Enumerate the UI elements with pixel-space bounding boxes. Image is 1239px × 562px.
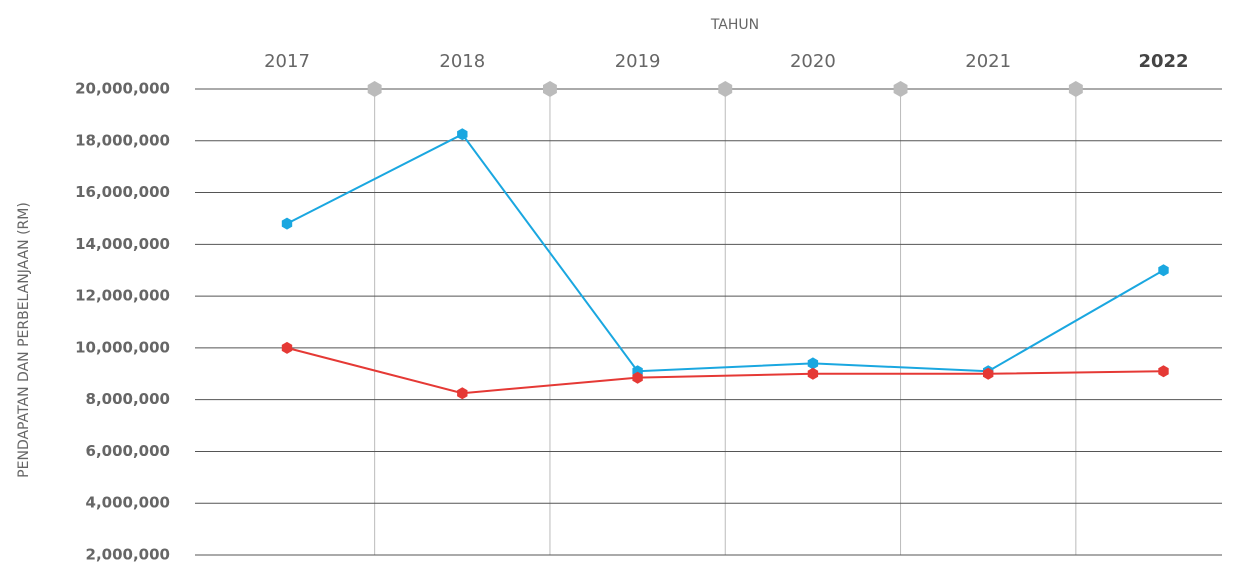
y-tick-label: 18,000,000 xyxy=(75,131,170,149)
point-marker xyxy=(281,217,293,230)
x-tick-label: 2021 xyxy=(965,51,1011,72)
point-marker xyxy=(1158,264,1169,277)
x-tick-label: 2018 xyxy=(439,51,485,72)
y-tick-label: 20,000,000 xyxy=(75,80,170,98)
y-axis-title: PENDAPATAN DAN PERBELANJAAN (RM) xyxy=(16,202,32,478)
y-tick-label: 8,000,000 xyxy=(86,390,170,408)
separator-marker xyxy=(543,81,557,97)
y-tick-label: 6,000,000 xyxy=(86,442,170,460)
separator-marker xyxy=(367,81,382,97)
x-tick-label: 2020 xyxy=(790,51,836,72)
y-tick-label: 2,000,000 xyxy=(86,546,170,562)
separator-marker xyxy=(718,81,733,97)
point-marker xyxy=(1158,365,1169,378)
y-tick-label: 12,000,000 xyxy=(75,287,170,305)
point-marker xyxy=(457,128,468,141)
point-marker xyxy=(457,387,468,400)
separator-marker xyxy=(1068,81,1083,97)
x-tick-label: 2019 xyxy=(615,51,661,72)
point-marker xyxy=(807,357,819,370)
point-marker xyxy=(807,367,819,380)
point-marker xyxy=(281,341,293,354)
series-line xyxy=(286,133,1164,373)
separator-marker xyxy=(893,81,908,97)
y-tick-label: 16,000,000 xyxy=(75,183,170,201)
x-tick-label: 2017 xyxy=(264,51,310,72)
y-tick-label: 10,000,000 xyxy=(75,338,170,356)
x-tick-label: 2022 xyxy=(1138,51,1188,72)
point-marker xyxy=(983,367,994,380)
y-tick-label: 14,000,000 xyxy=(75,235,170,253)
x-axis-title: TAHUN xyxy=(710,17,759,33)
point-marker xyxy=(632,371,643,384)
series-line xyxy=(286,346,1164,395)
y-tick-label: 4,000,000 xyxy=(86,494,170,512)
